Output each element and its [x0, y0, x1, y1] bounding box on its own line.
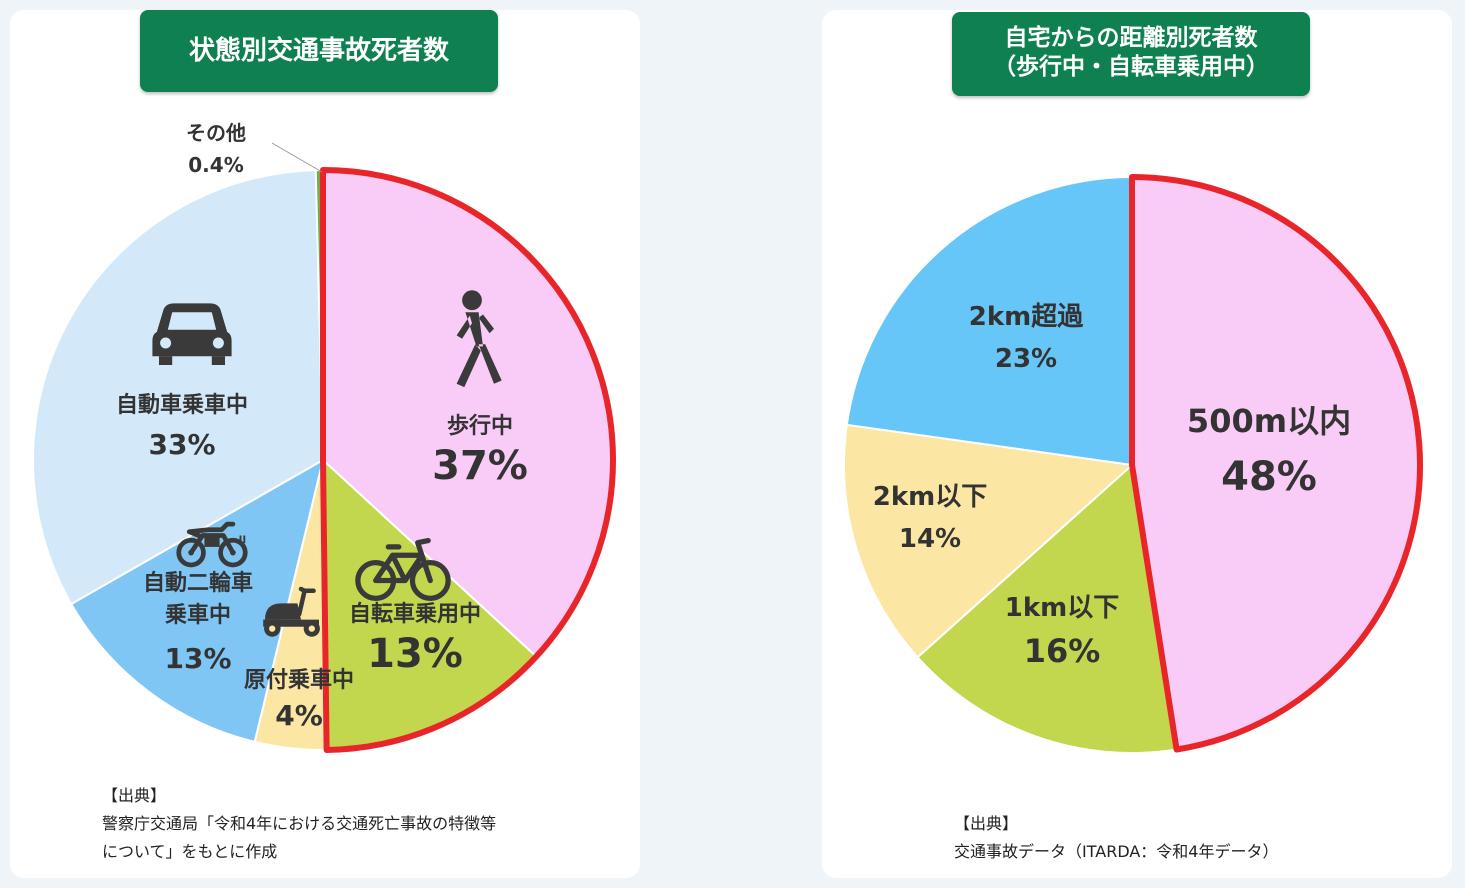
right-chart-card: 自宅からの距離別死者数 （歩行中・自転車乗用中） 500m以内 48% 1km以下 1…	[822, 10, 1452, 878]
left-pie-label-0: 歩行中 37%	[432, 413, 528, 489]
left-pie-label-0-name-0: 歩行中	[447, 413, 513, 439]
left-pie-label-2: 原付乗車中 4%	[244, 668, 354, 732]
left-pie-label-4-value: 33%	[148, 428, 215, 461]
right-pie-slice-2	[843, 423, 1135, 659]
left-pie-label-0-value: 37%	[432, 443, 528, 489]
left-source-line2: について」をもとに作成	[102, 842, 278, 861]
right-pie-slice-3	[845, 175, 1133, 467]
bicycle-icon	[355, 537, 451, 601]
right-pie-label-0-name-0: 500m以内	[1187, 402, 1351, 440]
right-source-line1: 交通事故データ（ITARDA：令和4年データ）	[954, 842, 1279, 861]
right-pie-label-2-value: 14%	[899, 524, 961, 554]
right-pie-label-3: 2km超過 23%	[969, 302, 1084, 374]
right-pie-highlight-outline	[1129, 174, 1423, 753]
left-pie-label-1-value: 13%	[367, 631, 463, 677]
left-pie-label-4: 自動車乗車中 33%	[116, 392, 248, 461]
walking-person-icon	[456, 290, 502, 388]
left-pie-label-3-value: 13%	[164, 642, 231, 675]
right-pie-label-3-name-0: 2km超過	[969, 302, 1084, 332]
left-chart-title: 状態別交通事故死者数	[140, 10, 498, 92]
left-pie-label-4-name-0: 自動車乗車中	[116, 392, 248, 418]
left-pie-highlight-outline	[320, 167, 616, 753]
right-source-heading: 【出典】	[954, 814, 1019, 833]
left-pie-slice-4	[32, 169, 325, 606]
left-pie-label-5-value: 0.4%	[188, 153, 243, 177]
left-pie-label-2-name-0: 原付乗車中	[244, 668, 354, 693]
left-pie-label-1-name-0: 自転車乗用中	[349, 601, 481, 627]
right-chart-title: 自宅からの距離別死者数 （歩行中・自転車乗用中）	[952, 12, 1310, 96]
left-pie-label-5-name-0: その他	[186, 121, 246, 145]
left-pie-label-3-name-0: 自動二輪車	[143, 570, 253, 596]
right-pie-label-0-value: 48%	[1221, 454, 1317, 500]
left-pie-leader-line	[271, 142, 323, 173]
left-source-heading: 【出典】	[102, 786, 167, 805]
right-pie-slice-1	[916, 463, 1178, 754]
right-pie-label-1: 1km以下 16%	[1005, 593, 1119, 670]
right-pie-label-3-value: 23%	[995, 344, 1057, 374]
right-pie-label-0: 500m以内 48%	[1187, 402, 1351, 500]
right-title-line2: （歩行中・自転車乗用中）	[993, 54, 1269, 80]
car-icon	[152, 303, 232, 365]
motorcycle-icon	[176, 521, 248, 568]
right-pie-chart: 500m以内 48% 1km以下 16% 2km以下 14% 2km超過 23%	[843, 174, 1423, 754]
left-chart-card: 状態別交通事故死者数 歩行中 37% 自転車乗用中 13% 原付乗車中 4% 自動二輪車乗車…	[10, 10, 640, 878]
left-pie-label-5: その他 0.4%	[186, 121, 246, 177]
left-pie-label-2-value: 4%	[275, 699, 323, 732]
left-source-note: 【出典】 警察庁交通局「令和4年における交通死亡事故の特徴等 について」をもとに…	[102, 782, 496, 866]
right-pie-label-1-name-0: 1km以下	[1005, 593, 1119, 623]
left-source-line1: 警察庁交通局「令和4年における交通死亡事故の特徴等	[102, 814, 497, 833]
right-pie-label-2-name-0: 2km以下	[873, 482, 987, 512]
left-pie-label-1: 自転車乗用中 13%	[349, 601, 481, 677]
left-pie-slice-3	[69, 457, 325, 744]
right-pie-label-1-value: 16%	[1024, 632, 1101, 670]
scooter-icon	[263, 586, 320, 637]
right-pie-label-2: 2km以下 14%	[873, 482, 987, 554]
left-pie-label-3-name-1: 乗車中	[165, 603, 231, 628]
right-title-line1: 自宅からの距離別死者数	[1004, 25, 1258, 51]
right-source-note: 【出典】 交通事故データ（ITARDA：令和4年データ）	[954, 810, 1278, 866]
